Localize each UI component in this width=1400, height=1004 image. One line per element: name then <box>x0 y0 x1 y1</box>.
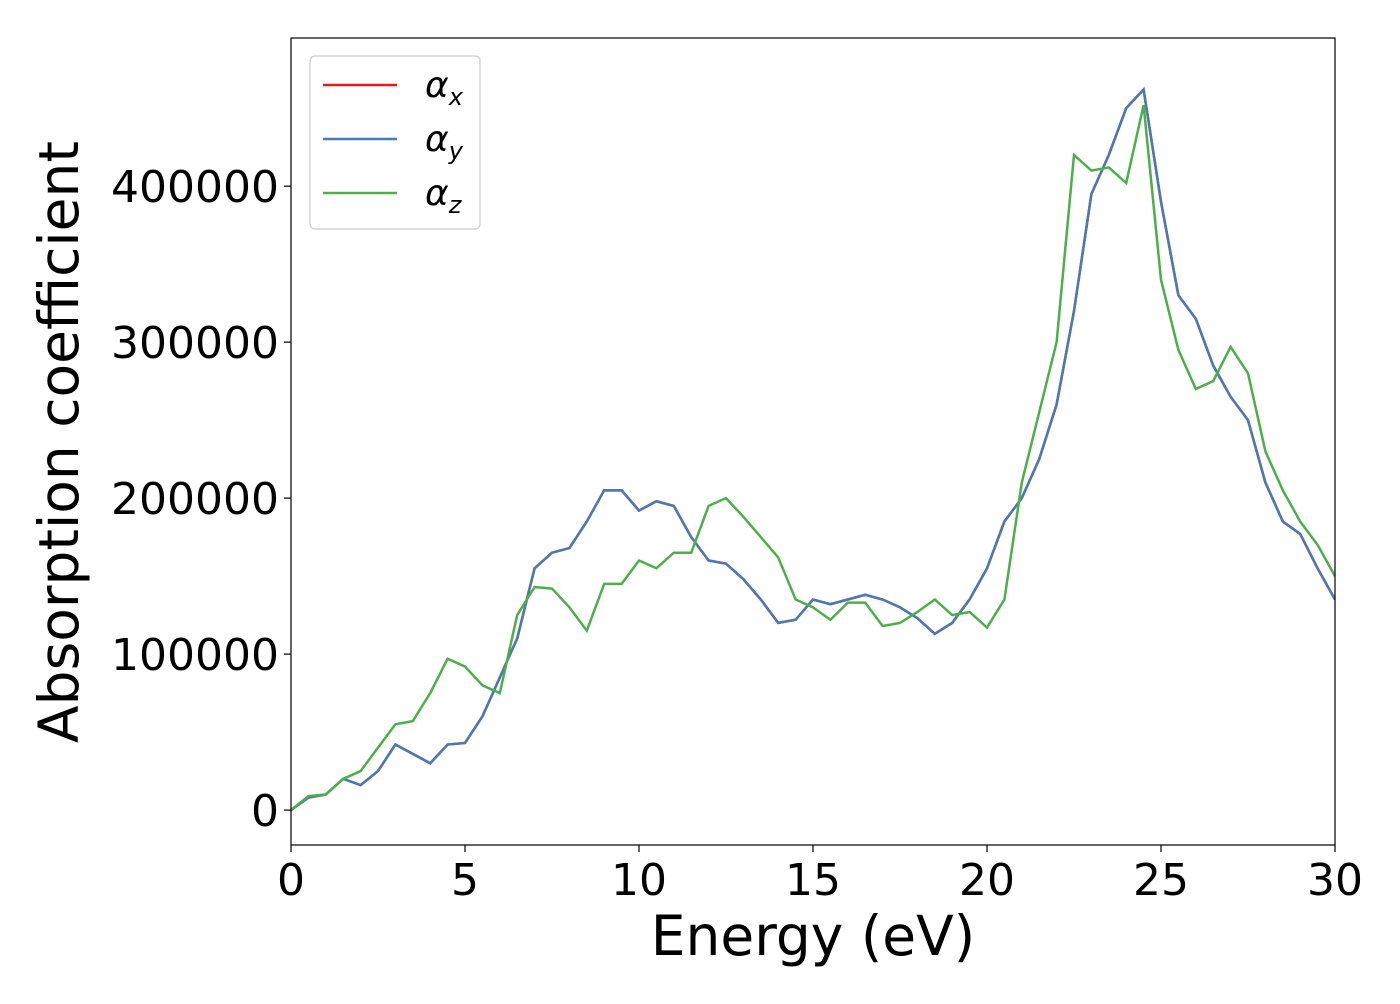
legend-label: αy <box>425 119 464 165</box>
x-tick-label: 30 <box>1307 855 1363 906</box>
plot-frame <box>290 37 1336 846</box>
x-axis-label: Energy (eV) <box>651 904 975 968</box>
x-tick-label: 15 <box>785 855 841 906</box>
y-tick-label: 100000 <box>111 630 279 681</box>
y-tick-label: 200000 <box>111 474 279 525</box>
legend-label: αz <box>425 173 463 219</box>
y-tick-label: 400000 <box>111 162 279 213</box>
series-line <box>291 104 1335 812</box>
y-tick-label: 300000 <box>111 318 279 369</box>
x-tick-label: 0 <box>277 855 305 906</box>
series-line <box>291 86 1335 812</box>
legend: αx αy αz <box>309 55 481 230</box>
x-tick-label: 10 <box>611 855 667 906</box>
legend-box <box>309 55 481 230</box>
x-tick-label: 20 <box>959 855 1015 906</box>
legend-label: αx <box>425 65 464 111</box>
x-tick-label: 25 <box>1133 855 1189 906</box>
x-tick-label: 5 <box>451 855 479 906</box>
y-tick-label: 0 <box>251 786 279 837</box>
y-axis-label: Absorption coefficient <box>27 141 91 743</box>
